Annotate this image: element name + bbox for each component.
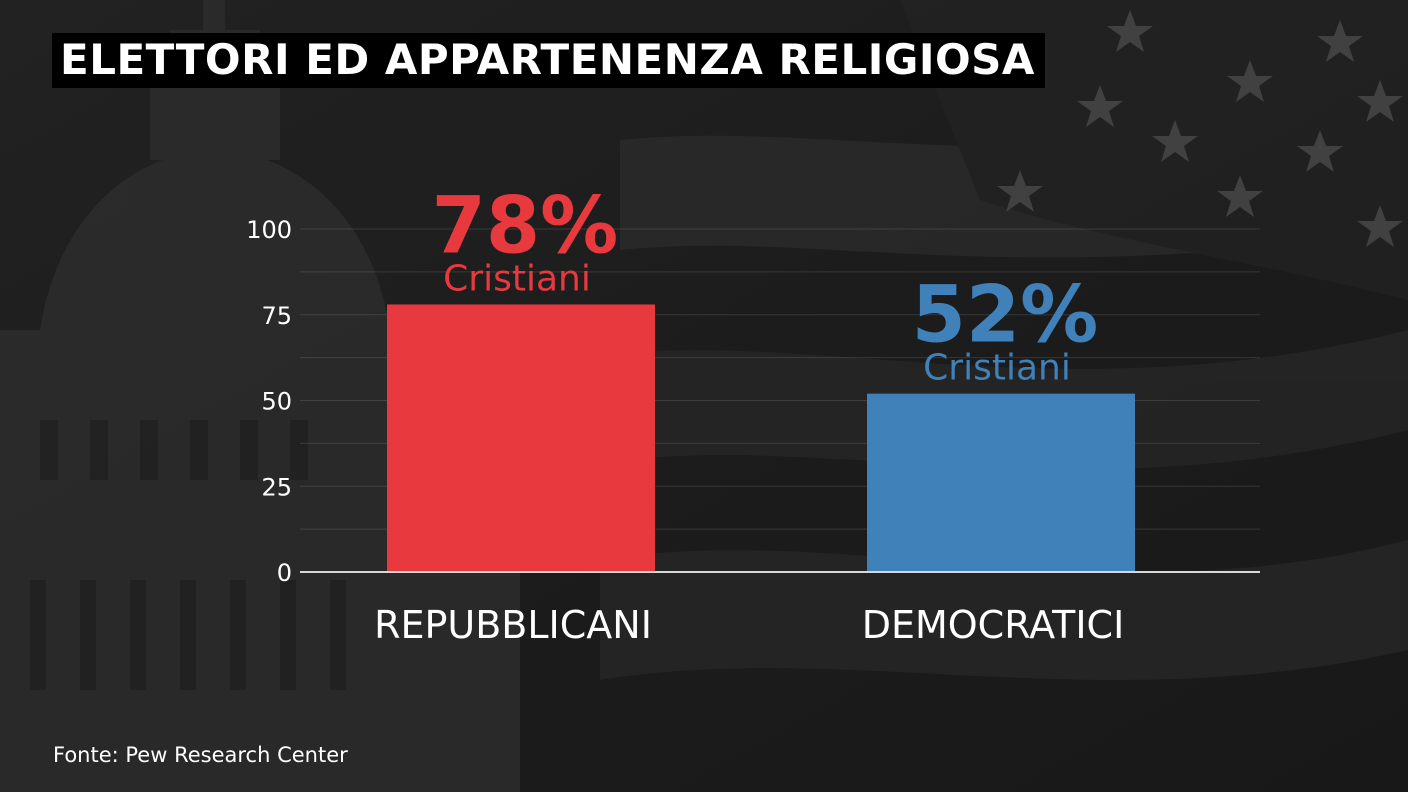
category-label: DEMOCRATICI xyxy=(862,603,1125,647)
y-tick-label: 25 xyxy=(261,473,292,501)
value-label: 52% xyxy=(912,271,1099,361)
y-tick-label: 50 xyxy=(261,388,292,416)
category-label: REPUBBLICANI xyxy=(374,603,652,647)
chart-title: ELETTORI ED APPARTENENZA RELIGIOSA xyxy=(60,35,1035,84)
y-tick-label: 0 xyxy=(277,559,292,587)
capitol-windows xyxy=(30,420,346,690)
source-note: Fonte: Pew Research Center xyxy=(53,743,348,767)
bar-democratici xyxy=(867,393,1135,572)
chart-title-box: ELETTORI ED APPARTENENZA RELIGIOSA xyxy=(52,33,1045,88)
value-label: 78% xyxy=(432,181,619,271)
value-sublabel: Cristiani xyxy=(443,258,591,299)
value-sublabel: Cristiani xyxy=(923,348,1071,389)
y-tick-label: 75 xyxy=(261,302,292,330)
bar-repubblicani xyxy=(387,304,655,572)
y-tick-label: 100 xyxy=(246,216,292,244)
star-icon-group xyxy=(997,10,1403,247)
